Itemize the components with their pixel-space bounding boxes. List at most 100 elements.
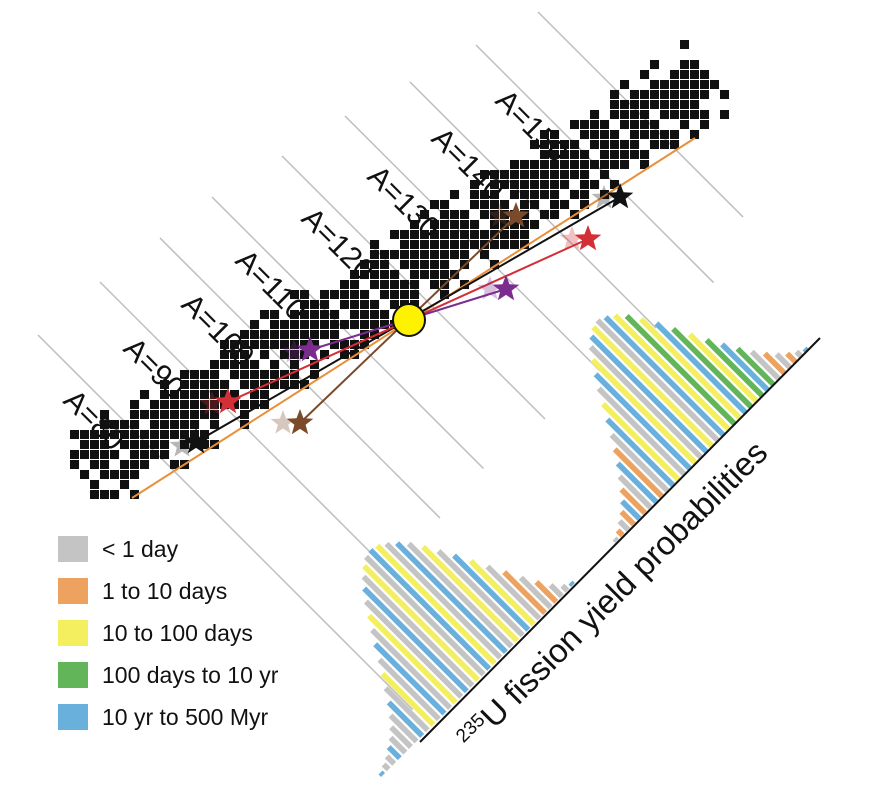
nuclide-cell xyxy=(540,140,549,149)
nuclide-cell xyxy=(540,130,549,139)
nuclide-cell xyxy=(300,310,309,319)
nuclide-cell xyxy=(480,190,489,199)
nuclide-cell xyxy=(210,420,219,429)
nuclide-cell xyxy=(240,330,249,339)
nuclide-cell xyxy=(620,80,629,89)
nuclide-cell xyxy=(530,200,539,209)
nuclide-cell xyxy=(80,440,89,449)
legend-swatch xyxy=(58,536,88,562)
nuclide-cell xyxy=(630,150,639,159)
nuclide-cell xyxy=(620,100,629,109)
nuclide-cell xyxy=(640,70,649,79)
nuclide-cell xyxy=(340,320,349,329)
nuclide-cell xyxy=(460,220,469,229)
nuclide-cell xyxy=(70,450,79,459)
nuclide-cell xyxy=(500,220,509,229)
nuclide-cell xyxy=(240,370,249,379)
nuclide-cell xyxy=(390,280,399,289)
nuclide-cell xyxy=(690,130,699,139)
histogram-bar xyxy=(620,499,642,521)
nuclide-cell xyxy=(400,260,409,269)
nuclide-cell xyxy=(160,450,169,459)
nuclide-cell xyxy=(280,370,289,379)
nuclide-cell xyxy=(80,470,89,479)
nuclide-cell xyxy=(150,450,159,459)
nuclide-cell xyxy=(100,410,109,419)
nuclide-cell xyxy=(490,210,499,219)
nuclide-cell xyxy=(230,360,239,369)
nuclide-cell xyxy=(360,320,369,329)
nuclide-cell xyxy=(500,210,509,219)
nuclide-cell xyxy=(140,440,149,449)
legend-label: 100 days to 10 yr xyxy=(102,661,279,688)
nuclide-cell xyxy=(550,210,559,219)
nuclide-cell xyxy=(250,390,259,399)
nuclide-cell xyxy=(450,250,459,259)
nuclide-cell xyxy=(590,160,599,169)
histogram-bar xyxy=(386,700,425,738)
nuclide-cell xyxy=(520,160,529,169)
nuclide-cell xyxy=(530,190,539,199)
nuclide-cell xyxy=(630,110,639,119)
histogram-bar xyxy=(362,564,480,682)
nuclide-cell xyxy=(680,60,689,69)
nuclide-cell xyxy=(230,370,239,379)
nuclide-cell xyxy=(210,410,219,419)
nuclide-cell xyxy=(690,90,699,99)
nuclide-cell xyxy=(290,290,299,299)
nuclide-cell xyxy=(300,380,309,389)
nuclide-cell xyxy=(600,160,609,169)
nuclide-cell xyxy=(700,70,709,79)
legend-item-100-days-to-10-yr: 100 days to 10 yr xyxy=(58,658,278,692)
nuclide-cell xyxy=(340,350,349,359)
nuclide-cell xyxy=(600,150,609,159)
nuclide-cell xyxy=(550,140,559,149)
nuclide-cell xyxy=(470,220,479,229)
nuclide-cell xyxy=(500,180,509,189)
nuclide-cell xyxy=(250,320,259,329)
histogram-bar xyxy=(638,317,742,421)
nuclide-cell xyxy=(680,70,689,79)
nuclide-cell xyxy=(650,120,659,129)
nuclide-cell xyxy=(90,490,99,499)
legend-swatch xyxy=(58,620,88,646)
nuclide-cell xyxy=(640,130,649,139)
histogram-bar xyxy=(612,536,620,543)
nuclide-cell xyxy=(120,430,129,439)
nuclide-cell xyxy=(380,270,389,279)
nuclide-cell xyxy=(510,230,519,239)
histogram-bar xyxy=(388,735,408,755)
nuclide-cell xyxy=(550,170,559,179)
nuclide-cell xyxy=(640,90,649,99)
nuclide-cell xyxy=(610,100,619,109)
nuclide-cell xyxy=(410,270,419,279)
nuclide-cell xyxy=(200,380,209,389)
nuclide-cell xyxy=(520,240,529,249)
mass-number-line xyxy=(159,237,441,519)
nuclide-cell xyxy=(580,200,589,209)
legend-item-lt-1-day: < 1 day xyxy=(58,532,178,566)
heavy-fragment-histogram xyxy=(588,313,809,543)
nuclide-cell xyxy=(330,320,339,329)
fragment-star xyxy=(169,433,195,457)
nuclide-cell xyxy=(340,290,349,299)
mass-label: A=90 xyxy=(117,332,190,405)
nuclide-cell xyxy=(390,230,399,239)
nuclide-cell xyxy=(350,290,359,299)
nuclide-cell xyxy=(580,130,589,139)
nuclide-cell xyxy=(290,320,299,329)
nuclide-cell xyxy=(670,80,679,89)
nuclide-cell xyxy=(720,90,729,99)
nuclide-cell xyxy=(620,150,629,159)
nuclide-cell xyxy=(90,450,99,459)
nuclide-cell xyxy=(470,180,479,189)
light-fragment-histogram xyxy=(361,541,575,777)
nuclide-cell xyxy=(630,140,639,149)
nuclide-cell xyxy=(420,210,429,219)
mass-number-line xyxy=(37,334,414,711)
nuclide-cell xyxy=(540,180,549,189)
nuclide-cell xyxy=(280,380,289,389)
nuclide-cell xyxy=(580,170,589,179)
legend-label: 10 to 100 days xyxy=(102,619,253,646)
nuclide-cell xyxy=(590,180,599,189)
